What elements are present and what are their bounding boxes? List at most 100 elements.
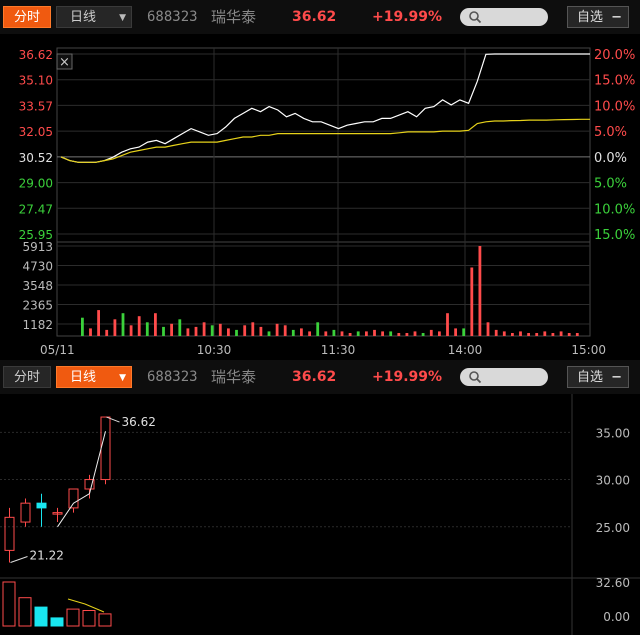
volume-bar xyxy=(527,333,530,336)
price-axis-label: 27.47 xyxy=(19,202,53,216)
volume-bar xyxy=(308,331,311,336)
volume-bar xyxy=(210,325,214,336)
percent-axis-label: 20.0% xyxy=(594,48,635,63)
volume-bar xyxy=(82,610,96,627)
volume-bar xyxy=(137,316,141,336)
volume-bar xyxy=(283,325,287,336)
price-axis-label: 36.62 xyxy=(19,48,53,62)
stock-name-2: 瑞华泰 xyxy=(211,368,257,386)
volume-bar xyxy=(446,313,449,336)
volume-bar xyxy=(478,246,482,336)
price-axis-label: 32.05 xyxy=(19,125,53,139)
volume-bar xyxy=(2,581,16,627)
tab-daily[interactable]: 日线 ▼ xyxy=(56,6,132,28)
candle-body xyxy=(52,512,63,515)
volume-axis-label: 1182 xyxy=(22,318,53,332)
tab-intraday[interactable]: 分时 xyxy=(3,6,51,28)
percent-axis-label: 15.0% xyxy=(594,74,635,89)
percent-axis-label: 10.0% xyxy=(594,202,635,217)
stock-code: 688323 xyxy=(147,9,198,25)
stock-name: 瑞华泰 xyxy=(211,8,257,26)
candle-body xyxy=(20,502,31,523)
stock-price-2: 36.62 xyxy=(292,369,337,385)
stock-code-2: 688323 xyxy=(147,369,198,385)
chart-frame xyxy=(56,47,591,337)
price-tick-label: 35.00 xyxy=(596,426,630,440)
price-axis-label: 35.10 xyxy=(19,74,53,88)
volume-bar xyxy=(365,331,368,336)
volume-bar xyxy=(438,331,441,336)
percent-axis-label: 15.0% xyxy=(594,228,635,243)
volume-bar xyxy=(567,333,571,336)
volume-bar xyxy=(551,333,555,336)
volume-bar xyxy=(373,329,376,336)
volume-bar xyxy=(34,606,48,627)
candle-body xyxy=(4,516,15,551)
price-axis-label: 33.57 xyxy=(19,99,53,113)
volume-bar xyxy=(575,333,579,336)
volume-bar xyxy=(267,331,271,336)
volume-bar xyxy=(519,331,522,336)
candle-body xyxy=(68,488,79,509)
stock-price: 36.62 xyxy=(292,9,337,25)
svg-text:×: × xyxy=(59,55,70,70)
volume-bar xyxy=(97,310,100,336)
high-price-label: 36.62 xyxy=(122,415,156,429)
close-icon[interactable]: × xyxy=(56,53,73,70)
search-icon xyxy=(468,9,482,28)
search-icon xyxy=(468,369,482,388)
average-price-line xyxy=(60,118,590,163)
volume-bar xyxy=(154,313,157,336)
watchlist-button-2[interactable]: 自选 − xyxy=(567,366,629,388)
volume-axis-label: 5913 xyxy=(22,240,53,254)
time-axis-label: 11:30 xyxy=(321,343,356,357)
intraday-chart[interactable]: 36.62 35.10 33.57 32.05 30.52 29.00 27.47 25.95… xyxy=(0,34,640,358)
volume-bar xyxy=(511,333,514,336)
percent-axis-label: 5.0% xyxy=(594,177,627,192)
top-toolbar: 分时 日线 ▼ 688323 瑞华泰 36.62 +19.99% 自选 − xyxy=(0,0,640,34)
volume-ma-line xyxy=(67,598,105,613)
volume-bar xyxy=(340,331,344,336)
volume-bar xyxy=(66,608,80,627)
tab-daily-2[interactable]: 日线 ▼ xyxy=(56,366,132,388)
high-pointer xyxy=(106,416,120,423)
search-input[interactable] xyxy=(460,8,548,26)
volume-bar xyxy=(332,329,336,336)
volume-bar xyxy=(300,328,303,336)
minus-icon: − xyxy=(611,370,622,385)
volume-bar xyxy=(194,326,198,336)
time-axis-label: 05/11 xyxy=(40,343,75,357)
candle-body xyxy=(84,479,95,490)
volume-bar xyxy=(218,323,222,336)
volume-axis-label: 4730 xyxy=(22,260,53,274)
volume-bar xyxy=(324,331,328,336)
price-tick-label: 30.00 xyxy=(596,474,630,488)
volume-bar xyxy=(389,331,393,336)
volume-bar xyxy=(121,313,125,336)
volume-bar xyxy=(202,322,206,336)
volume-bar xyxy=(470,267,474,336)
volume-bar xyxy=(170,323,173,336)
volume-bar xyxy=(486,322,490,336)
watchlist-button[interactable]: 自选 − xyxy=(567,6,629,28)
volume-bar xyxy=(429,329,433,336)
volume-tick-label: 32.60 xyxy=(596,576,630,590)
tab-intraday-2[interactable]: 分时 xyxy=(3,366,51,388)
volume-bar xyxy=(397,333,401,336)
volume-bar xyxy=(413,331,417,336)
volume-bar xyxy=(235,329,238,336)
volume-bar xyxy=(381,331,384,336)
volume-bar xyxy=(462,328,466,336)
volume-bar xyxy=(162,326,165,336)
search-input-2[interactable] xyxy=(460,368,548,386)
price-axis-label: 25.95 xyxy=(19,228,53,242)
volume-axis-label: 2365 xyxy=(22,299,53,313)
volume-bar xyxy=(348,333,352,336)
daily-toolbar: 分时 日线 ▼ 688323 瑞华泰 36.62 +19.99% 自选 − xyxy=(0,360,640,394)
candle-body xyxy=(100,416,111,481)
volume-bar xyxy=(405,333,409,336)
volume-bar xyxy=(356,331,360,336)
volume-bar xyxy=(259,326,263,336)
daily-chart[interactable]: 35.00 30.00 25.00 36.62 21.22 32.60 0.00 xyxy=(0,394,640,635)
volume-bar xyxy=(145,322,149,336)
